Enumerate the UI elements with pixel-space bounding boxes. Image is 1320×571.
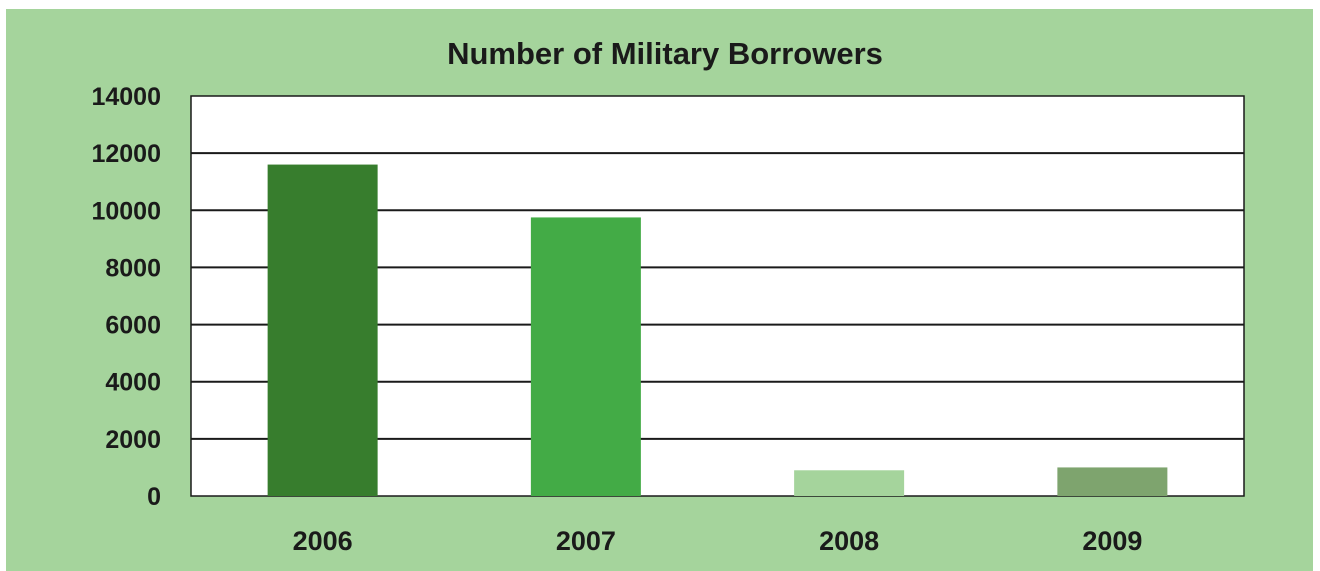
y-tick-label: 14000	[91, 83, 161, 111]
x-axis-categories: 2006 2007 2008 2009	[293, 526, 1143, 556]
x-category-label: 2008	[819, 526, 879, 556]
y-tick-label: 8000	[105, 254, 161, 282]
chart-panel: Number of Military Borrowers 0 2000 4000 60…	[6, 9, 1313, 571]
x-category-label: 2009	[1082, 526, 1142, 556]
y-tick-label: 2000	[105, 426, 161, 454]
y-tick-label: 0	[147, 483, 161, 511]
bar-2008	[794, 470, 905, 496]
bar-chart: Number of Military Borrowers 0 2000 4000 60…	[91, 36, 1245, 556]
bar-2006	[267, 164, 378, 497]
bars	[267, 164, 1168, 497]
y-tick-label: 4000	[105, 369, 161, 397]
x-category-label: 2006	[293, 526, 353, 556]
chart-title: Number of Military Borrowers	[447, 36, 883, 71]
y-tick-label: 6000	[105, 312, 161, 340]
x-category-label: 2007	[556, 526, 616, 556]
y-axis-ticks: 0 2000 4000 6000 8000 10000 12000 14000	[91, 83, 161, 511]
y-tick-label: 10000	[91, 197, 161, 225]
bar-2009	[1057, 467, 1168, 496]
bar-2007	[530, 217, 641, 496]
y-tick-label: 12000	[91, 140, 161, 168]
